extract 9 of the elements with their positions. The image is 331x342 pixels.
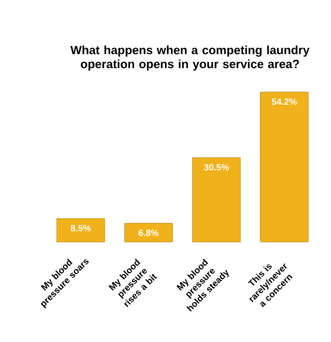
data-label: 8.5% <box>70 224 91 232</box>
bar <box>192 157 241 242</box>
data-label: 54.2% <box>272 98 297 105</box>
bar <box>124 222 173 242</box>
bar <box>56 218 105 242</box>
data-label: 30.5% <box>204 164 229 170</box>
chart-title: What happens when a competing laundry operation opens in your service area? <box>70 46 310 71</box>
data-label: 6.8% <box>138 230 159 236</box>
bar <box>260 92 308 242</box>
